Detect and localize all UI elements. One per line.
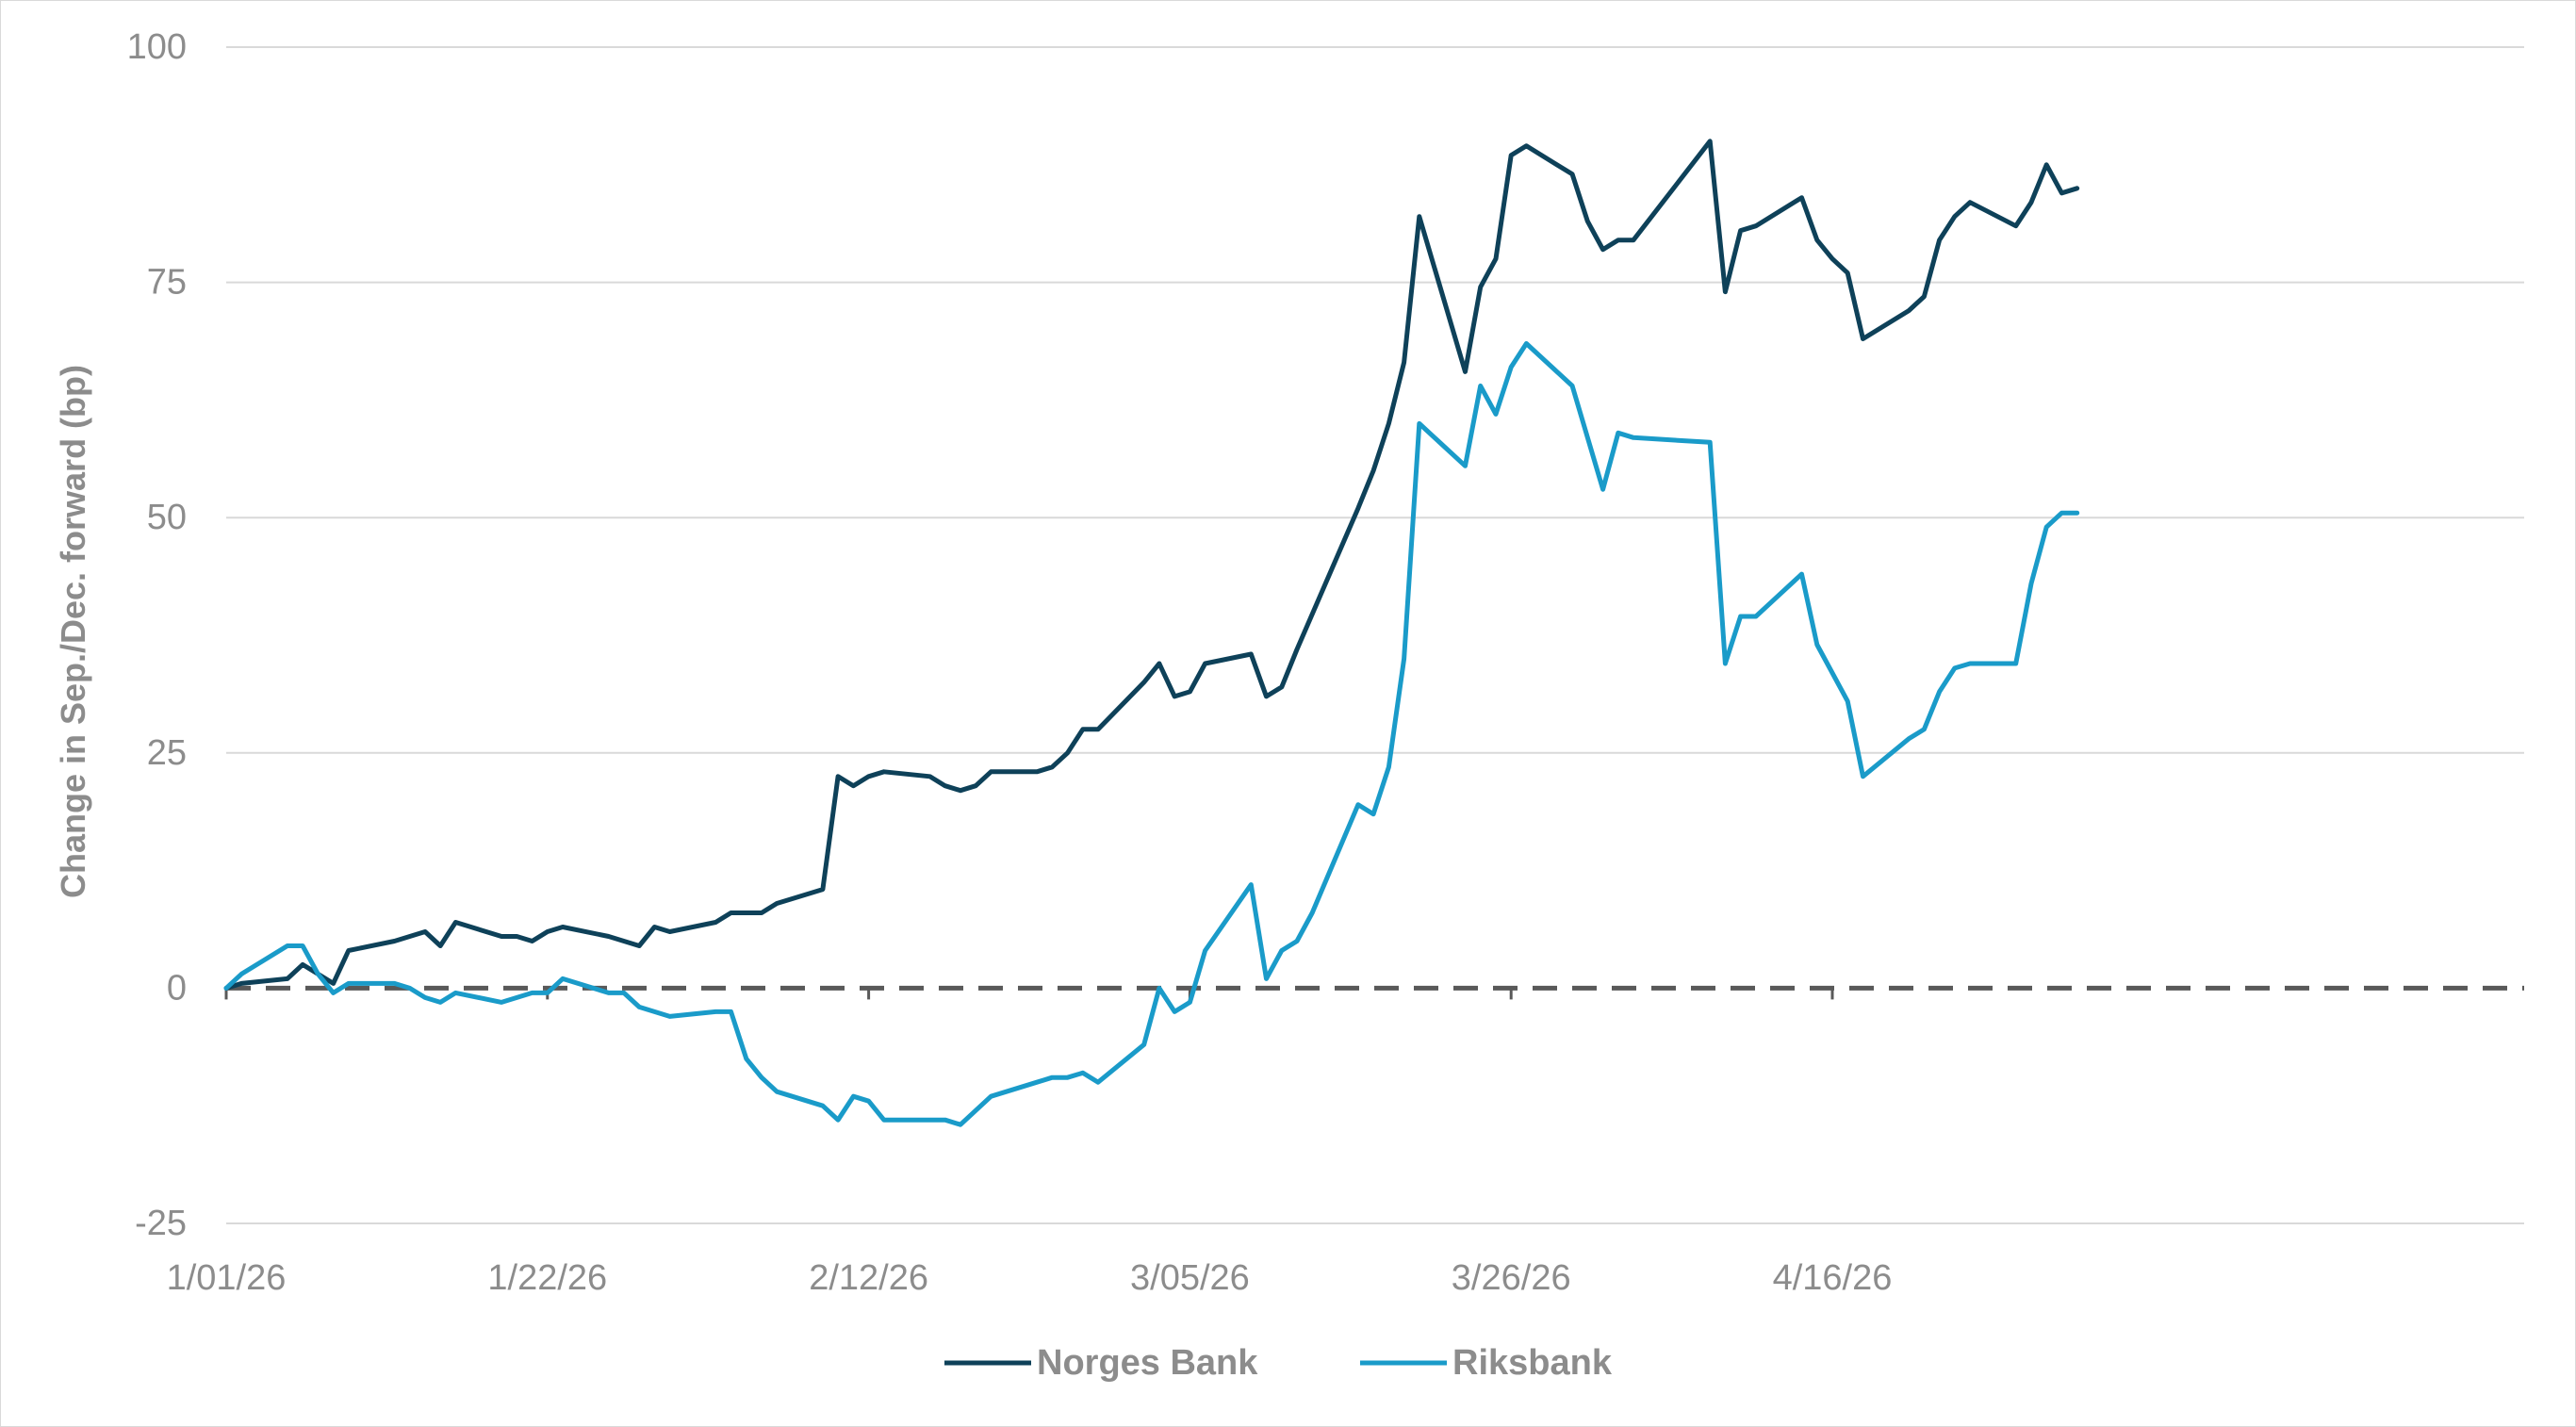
x-axis-ticks: 1/01/26 1/22/26 2/12/26 3/05/26 3/26/26 4/16/…: [167, 1258, 1893, 1298]
x-tick-label: 3/26/26: [1452, 1258, 1571, 1298]
y-tick-label: 0: [167, 968, 187, 1008]
x-tick-label: 3/05/26: [1130, 1258, 1250, 1298]
series-lines: [223, 139, 2080, 1127]
gridlines: [226, 46, 2524, 1224]
y-tick-label: 50: [147, 498, 187, 537]
x-tick-label: 1/22/26: [487, 1258, 607, 1298]
legend-label: Riksbank: [1452, 1343, 1613, 1383]
y-axis-label: Change in Sep./Dec. forward (bp): [54, 365, 92, 898]
y-tick-label: 25: [147, 733, 187, 773]
y-tick-label: 75: [147, 263, 187, 303]
series-line-riksbank: [223, 341, 2080, 1127]
x-tick-label: 1/01/26: [167, 1258, 287, 1298]
legend: Norges Bank Riksbank: [944, 1343, 1613, 1383]
x-tick-label: 2/12/26: [809, 1258, 928, 1298]
y-tick-label: 100: [127, 27, 187, 67]
y-tick-label: -25: [135, 1204, 187, 1243]
x-tick-label: 4/16/26: [1773, 1258, 1893, 1298]
legend-label: Norges Bank: [1037, 1343, 1258, 1383]
series-line-norges-bank: [223, 139, 2080, 991]
y-axis-ticks: -25 0 25 50 75 100: [127, 27, 187, 1243]
